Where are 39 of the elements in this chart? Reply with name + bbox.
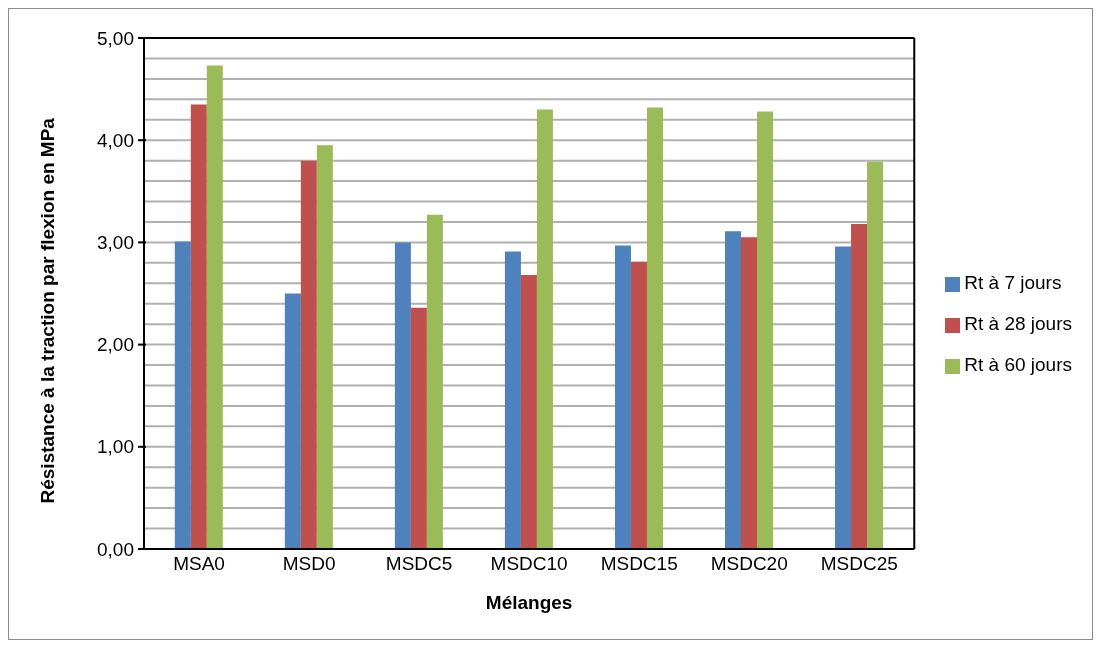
bar xyxy=(867,161,884,549)
bar xyxy=(851,224,868,549)
bar xyxy=(614,245,631,549)
x-tick-label: MSDC20 xyxy=(710,553,788,575)
x-tick-label: MSDC15 xyxy=(600,553,678,575)
bar xyxy=(520,275,537,549)
bar xyxy=(284,293,301,549)
bar xyxy=(174,241,191,549)
bar xyxy=(410,307,427,549)
bar xyxy=(504,251,521,549)
bar xyxy=(300,160,317,549)
y-tick-label: 3,00 xyxy=(97,232,134,254)
y-tick-label: 0,00 xyxy=(97,538,134,560)
bar xyxy=(394,242,411,549)
y-tick-label: 1,00 xyxy=(97,436,134,458)
bar xyxy=(835,246,852,549)
legend-label: Rt à 7 jours xyxy=(964,271,1062,293)
legend-label: Rt à 60 jours xyxy=(964,353,1072,375)
bar xyxy=(725,231,741,549)
bar xyxy=(646,107,663,549)
x-tick-label: MSA0 xyxy=(173,553,225,575)
x-tick-label: MSDC25 xyxy=(820,553,898,575)
x-axis-title: Mélanges xyxy=(485,592,573,613)
bar xyxy=(206,65,223,549)
x-tick-label: MSD0 xyxy=(282,553,336,575)
y-tick-label: 2,00 xyxy=(97,334,134,356)
bar xyxy=(426,214,443,549)
bar xyxy=(316,145,333,549)
bar xyxy=(536,109,553,549)
bar xyxy=(757,111,773,549)
bar xyxy=(190,104,207,549)
bar xyxy=(630,261,647,549)
x-tick-label: MSDC10 xyxy=(490,553,568,575)
bar xyxy=(741,237,757,549)
y-tick-label: 4,00 xyxy=(97,129,134,151)
y-tick-label: 5,00 xyxy=(97,27,134,49)
x-tick-label: MSDC5 xyxy=(385,553,453,575)
legend-label: Rt à 28 jours xyxy=(964,312,1072,334)
y-axis-title: Résistance à la traction par flexion en MPa xyxy=(36,117,58,504)
